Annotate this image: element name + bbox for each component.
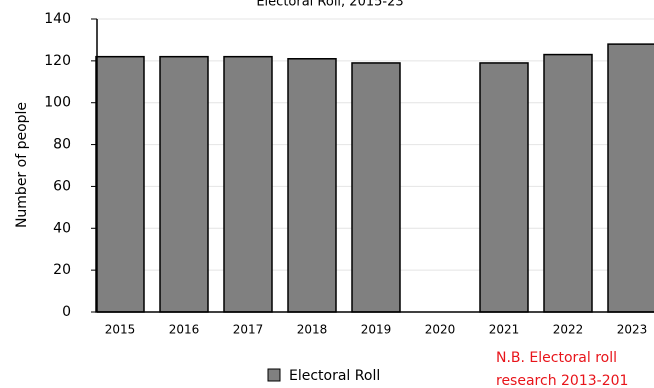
- y-tick-label: 100: [44, 95, 71, 111]
- x-tick-label: 2018: [297, 323, 328, 337]
- legend-swatch: [267, 368, 281, 382]
- y-axis-label: Number of people: [14, 102, 30, 228]
- y-tick-label: 80: [53, 137, 71, 153]
- bar: [95, 55, 145, 313]
- annotation: N.B. Electoral roll: [496, 350, 617, 366]
- x-tick-label: 2022: [553, 323, 584, 337]
- x-tick-label: 2017: [233, 323, 264, 337]
- y-tick-label: 40: [53, 220, 71, 236]
- bar: [479, 62, 529, 313]
- x-tick-label: 2020: [425, 323, 456, 337]
- y-tick-label: 0: [62, 304, 71, 320]
- x-tick-label: 2015: [105, 323, 136, 337]
- bar: [351, 62, 401, 313]
- x-tick-label: 2019: [361, 323, 392, 337]
- legend-label: Electoral Roll: [289, 368, 380, 384]
- bar: [159, 55, 209, 313]
- y-tick-label: 20: [53, 262, 71, 278]
- x-tick-label: 2021: [489, 323, 520, 337]
- y-tick-label: 60: [53, 178, 71, 194]
- annotation: research 2013-201: [496, 373, 628, 388]
- y-tick-label: 120: [44, 53, 71, 69]
- x-tick-label: 2016: [169, 323, 200, 337]
- bar: [287, 58, 337, 313]
- y-tick-label: 140: [44, 11, 71, 27]
- x-tick-label: 2023: [617, 323, 648, 337]
- bar: [607, 43, 654, 313]
- bar: [543, 53, 593, 313]
- chart-title: Electoral Roll, 2015-23: [256, 0, 403, 10]
- bar: [223, 55, 273, 313]
